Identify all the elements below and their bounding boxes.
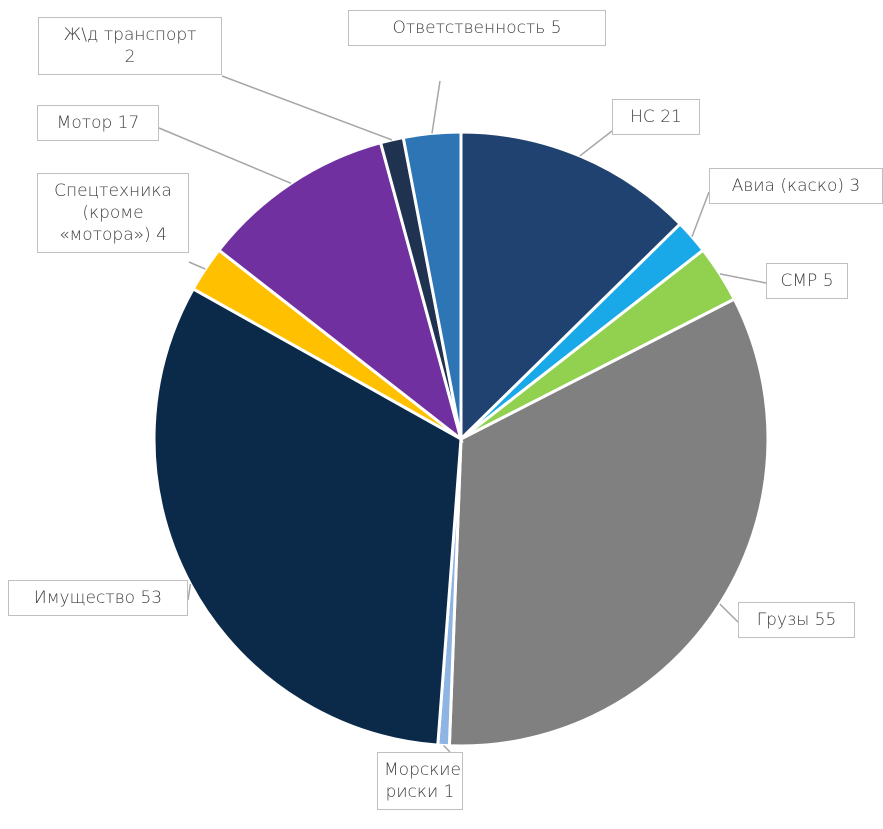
label-value: 3 [849, 176, 861, 196]
data-label: НС 21 [612, 99, 700, 135]
label-value: 5 [822, 271, 834, 291]
pie-slice [152, 286, 463, 747]
label-value: 55 [814, 610, 837, 630]
leader-line [579, 130, 613, 157]
leader-line [431, 80, 441, 134]
label-value: 17 [117, 113, 140, 133]
label-value: 2 [124, 47, 136, 67]
leader-line [188, 261, 206, 270]
label-value: 4 [156, 225, 167, 245]
pie-slice [459, 130, 683, 443]
leader-line [443, 744, 451, 753]
data-label: Авиа (каско) 3 [709, 168, 883, 204]
leader-line [187, 583, 192, 601]
label-category: Имущество [33, 588, 141, 608]
data-label: Ответственность 5 [348, 10, 606, 46]
label-value: 5 [550, 18, 562, 38]
leader-line [158, 127, 292, 185]
label-category: Морские риски [384, 760, 461, 802]
label-value: 53 [140, 588, 163, 608]
leader-line [719, 273, 767, 284]
label-category: Мотор [56, 113, 113, 133]
leader-line [691, 191, 710, 238]
data-label: Ж\д транспорт 2 [38, 17, 222, 75]
label-category: Ж\д транспорт [63, 25, 197, 45]
label-category: НС [630, 107, 655, 127]
data-label: Мотор 17 [37, 105, 159, 141]
data-label: СМР 5 [766, 263, 848, 299]
data-label: Морские риски 1 [377, 752, 463, 810]
leader-line [221, 75, 393, 141]
label-category: Авиа (каско) [731, 176, 844, 196]
leader-line [719, 603, 739, 623]
data-label: Имущество 53 [8, 580, 188, 616]
label-value: 1 [443, 782, 455, 802]
label-value: 21 [660, 107, 682, 127]
label-category: Грузы [756, 610, 810, 630]
label-category: СМР [780, 271, 818, 291]
label-category: Ответственность [392, 18, 546, 38]
label-category: Спецтехника (кроме «мотора») [54, 181, 172, 245]
data-label: Грузы 55 [738, 602, 855, 638]
data-label: Спецтехника (кроме «мотора») 4 [37, 173, 189, 253]
